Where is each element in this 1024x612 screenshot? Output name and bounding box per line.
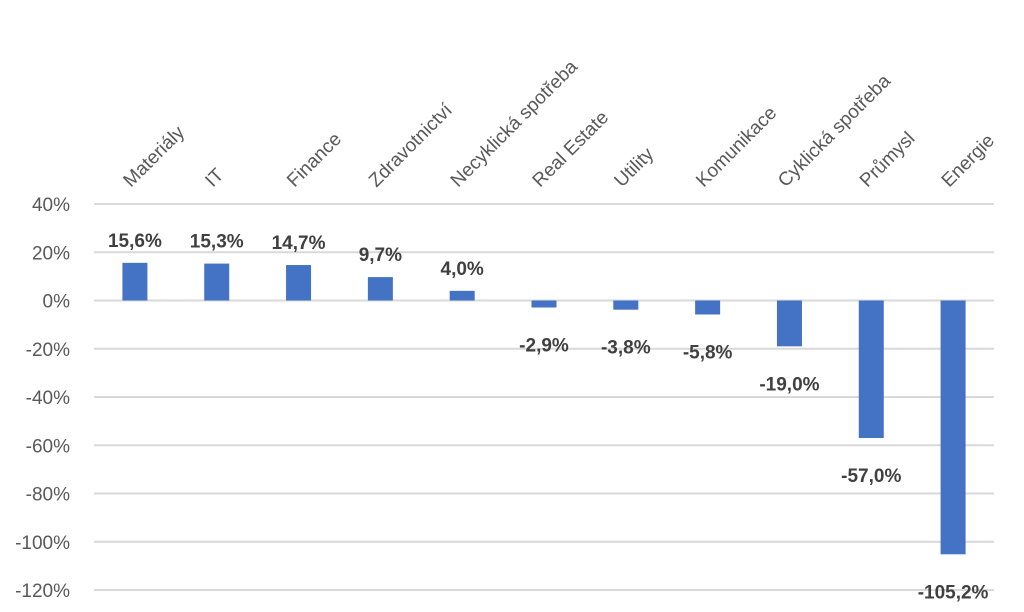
data-label: 14,7% <box>272 233 326 254</box>
bar <box>449 290 475 301</box>
data-label: -2,9% <box>519 335 569 356</box>
bar <box>286 265 312 301</box>
category-label: Energie <box>938 130 999 191</box>
y-tick-label: 0% <box>43 292 71 313</box>
bar <box>122 262 148 301</box>
y-tick-label: -80% <box>26 485 70 506</box>
bar <box>695 300 721 315</box>
y-tick-label: -120% <box>15 581 70 602</box>
category-label: Utility <box>611 143 659 191</box>
category-labels: Materiály IT Finance ZdravotnictvíNecyklick… <box>120 56 999 191</box>
y-tick-label: 20% <box>32 243 70 264</box>
data-labels: 15,6% 15,3% 14,7% 9,7% 4,0% -2,9% -3,8% -5,8% -1… <box>108 231 989 603</box>
bar <box>204 263 230 301</box>
category-label: Průmysl <box>856 128 919 191</box>
data-label: 15,3% <box>190 232 244 253</box>
category-label: Zdravotnictví <box>365 99 457 191</box>
bar <box>858 300 884 439</box>
y-tick-label: -20% <box>26 340 70 361</box>
category-label: Materiály <box>120 122 190 192</box>
y-axis: 40% 20% 0% -20% -40% -60% -80% -100% -120% <box>15 195 70 602</box>
data-label: -105,2% <box>918 582 989 603</box>
bar <box>776 300 802 347</box>
bar <box>940 300 966 555</box>
data-label: -57,0% <box>841 466 901 487</box>
category-label: IT <box>201 164 228 191</box>
data-label: 9,7% <box>359 245 402 266</box>
gridlines <box>94 203 994 591</box>
y-tick-label: -60% <box>26 436 70 457</box>
data-label: -3,8% <box>601 338 651 359</box>
bar <box>367 277 393 301</box>
bar <box>531 300 557 308</box>
data-label: 15,6% <box>108 231 162 252</box>
y-tick-label: 40% <box>32 195 70 216</box>
category-label: Komunikace <box>692 103 781 192</box>
bars <box>122 262 966 555</box>
data-label: -19,0% <box>759 374 819 395</box>
y-tick-label: -100% <box>15 533 70 554</box>
y-tick-label: -40% <box>26 388 70 409</box>
category-label: Real Estate <box>529 107 613 191</box>
category-label: Finance <box>283 129 346 192</box>
bar <box>613 300 639 310</box>
data-label: -5,8% <box>683 342 733 363</box>
data-label: 4,0% <box>441 259 484 280</box>
